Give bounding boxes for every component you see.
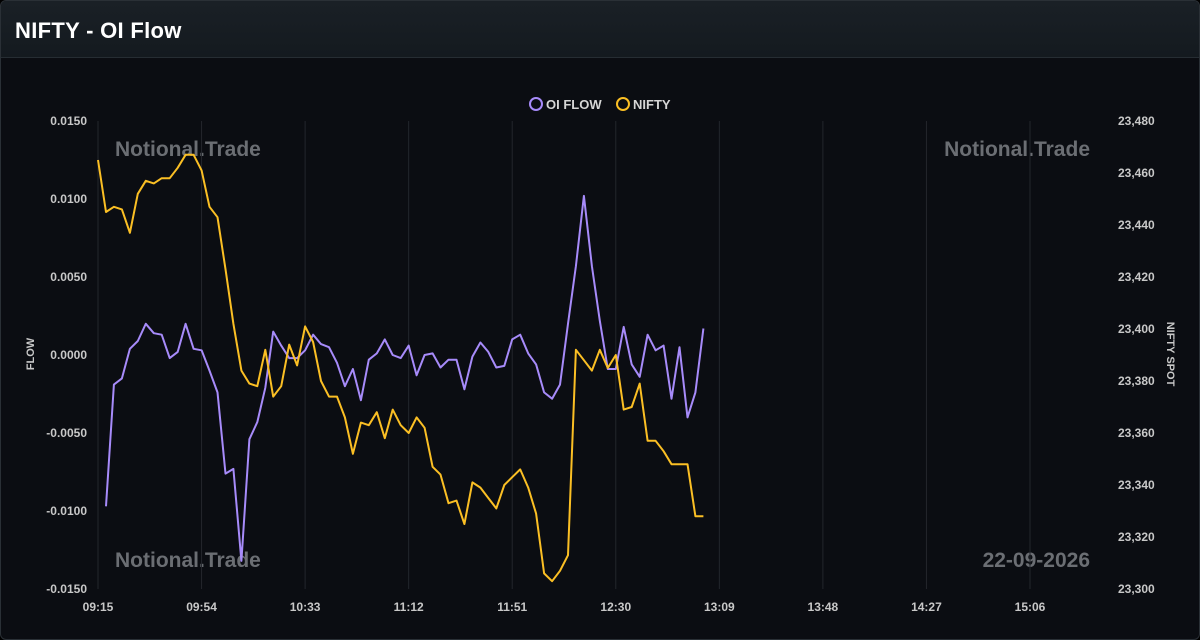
watermark-top-left: Notional.Trade (115, 138, 261, 161)
legend-oi-flow-label: OI FLOW (546, 97, 602, 112)
legend-nifty-marker (616, 97, 630, 111)
x-tick-label: 12:30 (600, 600, 631, 614)
watermark-date: 22-09-2026 (983, 549, 1090, 572)
y-right-tick-label: 23,460 (1118, 166, 1155, 180)
y-left-tick-label: 0.0100 (50, 192, 87, 206)
x-tick-label: 11:51 (497, 600, 527, 614)
y-left-tick-label: -0.0050 (46, 426, 87, 440)
y-left-tick-label: 0.0050 (50, 270, 87, 284)
y-right-tick-label: 23,300 (1118, 582, 1155, 596)
legend[interactable]: OI FLOW NIFTY (529, 97, 671, 112)
legend-item-nifty[interactable]: NIFTY (616, 97, 671, 112)
series-lines (97, 153, 705, 583)
x-tick-label: 09:54 (186, 600, 217, 614)
y-right-tick-label: 23,380 (1118, 374, 1155, 388)
x-tick-label: 13:09 (704, 600, 735, 614)
x-tick-label: 15:06 (1015, 600, 1046, 614)
y-left-tick-label: 0.0150 (50, 114, 87, 128)
y-right-axis-title: NIFTY SPOT (1164, 322, 1176, 387)
x-tick-label: 14:27 (911, 600, 942, 614)
y-right-tick-label: 23,400 (1118, 322, 1155, 336)
page-title: NIFTY - OI Flow (15, 18, 182, 43)
y-right-tick-label: 23,480 (1118, 114, 1155, 128)
y-right-axis-ticks: 23,480 23,460 23,440 23,420 23,400 23,380 23,3… (1118, 114, 1155, 596)
watermark-bottom-left: Notional.Trade (115, 549, 261, 572)
nifty-series-line[interactable] (97, 153, 704, 583)
legend-oi-flow-marker (529, 97, 543, 111)
legend-item-oi-flow[interactable]: OI FLOW (529, 97, 602, 112)
y-right-tick-label: 23,360 (1118, 426, 1155, 440)
oi-flow-series-line[interactable] (105, 194, 705, 562)
y-right-tick-label: 23,320 (1118, 530, 1155, 544)
x-axis-ticks: 09:15 09:54 10:33 11:12 11:51 12:30 13:09 13:48… (83, 600, 1046, 614)
y-left-tick-label: 0.0000 (50, 348, 87, 362)
grid-lines (97, 121, 1031, 589)
y-right-tick-label: 23,440 (1118, 218, 1155, 232)
x-tick-label: 09:15 (83, 600, 114, 614)
y-left-tick-label: -0.0100 (46, 504, 87, 518)
y-left-axis-ticks: 0.0150 0.0100 0.0050 0.0000 -0.0050 -0.0100 -0… (46, 114, 87, 596)
y-right-tick-label: 23,420 (1118, 270, 1155, 284)
watermark-top-right: Notional.Trade (944, 138, 1090, 161)
chart-header: NIFTY - OI Flow (1, 1, 1199, 58)
legend-nifty-label: NIFTY (633, 97, 671, 112)
y-left-tick-label: -0.0150 (46, 582, 87, 596)
x-tick-label: 11:12 (394, 600, 424, 614)
y-right-tick-label: 23,340 (1118, 478, 1155, 492)
x-tick-label: 13:48 (808, 600, 839, 614)
x-tick-label: 10:33 (290, 600, 321, 614)
y-left-axis-title: FLOW (25, 337, 37, 370)
